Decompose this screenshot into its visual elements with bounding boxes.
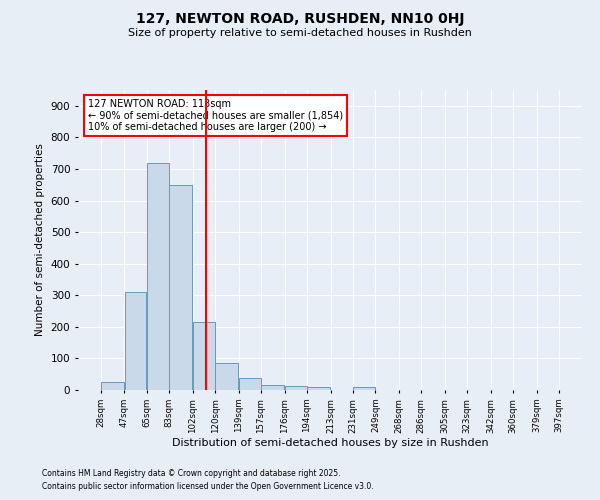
Text: Contains public sector information licensed under the Open Government Licence v3: Contains public sector information licen… bbox=[42, 482, 374, 491]
Bar bbox=[239, 378, 261, 390]
Bar bbox=[307, 387, 331, 390]
Bar bbox=[169, 184, 193, 390]
Bar bbox=[261, 386, 284, 390]
X-axis label: Distribution of semi-detached houses by size in Rushden: Distribution of semi-detached houses by … bbox=[172, 438, 488, 448]
Bar bbox=[147, 162, 169, 390]
Text: 127, NEWTON ROAD, RUSHDEN, NN10 0HJ: 127, NEWTON ROAD, RUSHDEN, NN10 0HJ bbox=[136, 12, 464, 26]
Bar bbox=[353, 388, 375, 390]
Bar bbox=[125, 292, 146, 390]
Y-axis label: Number of semi-detached properties: Number of semi-detached properties bbox=[35, 144, 45, 336]
Text: Size of property relative to semi-detached houses in Rushden: Size of property relative to semi-detach… bbox=[128, 28, 472, 38]
Bar bbox=[193, 322, 215, 390]
Bar bbox=[285, 386, 307, 390]
Text: Contains HM Land Registry data © Crown copyright and database right 2025.: Contains HM Land Registry data © Crown c… bbox=[42, 468, 341, 477]
Text: 127 NEWTON ROAD: 113sqm
← 90% of semi-detached houses are smaller (1,854)
10% of: 127 NEWTON ROAD: 113sqm ← 90% of semi-de… bbox=[88, 99, 343, 132]
Bar bbox=[101, 382, 124, 390]
Bar bbox=[215, 363, 238, 390]
